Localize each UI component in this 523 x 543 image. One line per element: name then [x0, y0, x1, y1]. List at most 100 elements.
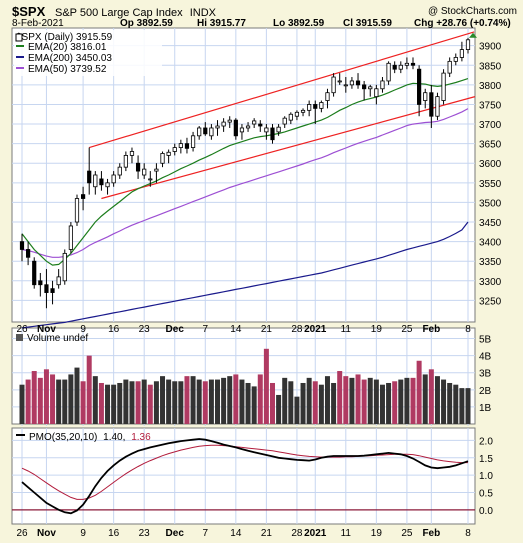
x-tick-label: Dec	[166, 324, 185, 335]
volume-bar	[361, 379, 367, 424]
candle-body	[264, 127, 269, 133]
pmo-legend-swatch	[16, 434, 25, 436]
ema20-line	[21, 78, 469, 266]
pmo-tick-label: 0.5	[479, 488, 493, 499]
price-tick-label: 3350	[479, 257, 502, 268]
pmo-tick-label: 1.5	[479, 454, 493, 465]
candle-body	[362, 84, 367, 90]
price-tick-label: 3250	[479, 296, 502, 307]
x-tick-label: 28	[291, 324, 303, 335]
candle-body	[313, 104, 318, 109]
volume-bar	[202, 381, 208, 424]
volume-bar	[251, 386, 257, 424]
candle-body	[447, 60, 452, 74]
x-axis-labels: 26 Nov 9 16 23 Dec 7 14 21 28 2021 11 19 25 Feb 826 Nov 9…	[16, 324, 471, 539]
volume-bar	[117, 382, 123, 424]
candle-body	[87, 170, 92, 184]
candles	[19, 32, 477, 309]
volume-bar	[459, 388, 465, 424]
candle-body	[190, 135, 196, 148]
candle-body	[276, 126, 281, 133]
volume-bar	[306, 377, 312, 424]
candle-body	[386, 62, 391, 82]
volume-bar	[135, 381, 141, 424]
volume-bar	[50, 374, 56, 424]
x-tick-label: 19	[371, 528, 383, 539]
volume-bar	[105, 384, 111, 424]
volume-bar	[276, 394, 282, 424]
x-tick-label: 7	[203, 324, 209, 335]
index-name-text: S&P 500 Large Cap Index	[55, 7, 183, 19]
candle-body	[319, 102, 324, 109]
candle-body	[337, 80, 342, 83]
price-tick-label: 3500	[479, 198, 502, 209]
ema50-legend-swatch	[16, 67, 24, 69]
volume-tick-label: 1B	[479, 403, 492, 414]
volume-bar	[269, 382, 275, 424]
ema200-line	[21, 221, 469, 329]
candle-body	[93, 174, 98, 188]
candle-body	[62, 252, 67, 282]
candle-body	[50, 288, 55, 293]
candle-body	[233, 119, 238, 137]
candle-body	[68, 225, 73, 250]
candle-body	[44, 284, 49, 293]
index-name: S&P 500 Large Cap Index INDX	[55, 7, 217, 19]
candle-body	[331, 76, 336, 94]
volume-bar	[86, 355, 92, 424]
candle-body	[135, 162, 141, 172]
candle-body	[258, 123, 263, 127]
volume-bar	[355, 374, 361, 424]
volume-bar	[386, 382, 392, 424]
price-tick-label: 3700	[479, 120, 502, 131]
price-title-text: $SPX (Daily) 3915.59	[16, 32, 113, 43]
volume-title: Volume undef	[27, 333, 88, 344]
volume-bar	[123, 379, 129, 424]
volume-bar	[160, 376, 166, 424]
price-tick-label: 3600	[479, 159, 502, 170]
volume-bar	[80, 381, 86, 424]
candle-body	[142, 168, 147, 176]
volume-bar	[318, 384, 324, 424]
candle-body	[111, 174, 116, 184]
volume-bar	[98, 382, 104, 424]
price-tick-label: 3400	[479, 238, 502, 249]
price-tick-label: 3900	[479, 42, 502, 53]
candle-body	[300, 109, 306, 113]
watermark: @ StockCharts.com	[428, 6, 517, 17]
volume-bar	[25, 379, 31, 424]
candle-body	[239, 127, 245, 133]
volume-bar	[379, 384, 385, 424]
x-tick-label: 9	[80, 528, 86, 539]
volume-bar	[43, 369, 49, 424]
volume-bar	[178, 381, 184, 424]
volume-bar	[416, 360, 422, 424]
ema200-legend: EMA(200) 3450.03	[28, 53, 112, 64]
ema20-legend-swatch	[16, 45, 24, 47]
volume-bar	[215, 379, 221, 424]
candle-body	[343, 84, 348, 87]
candle-body	[172, 147, 177, 152]
ema-lines	[21, 78, 469, 329]
x-tick-label: 23	[139, 528, 151, 539]
ema50-legend: EMA(50) 3739.52	[28, 64, 107, 75]
candle-body	[252, 120, 257, 125]
pmo-title: PMO(35,20,10) 1.40, 1.36	[29, 432, 151, 443]
x-tick-label: Dec	[166, 528, 185, 539]
candle-body	[99, 178, 104, 186]
volume-bar	[68, 374, 74, 424]
candle-body	[215, 125, 220, 129]
candle-body	[197, 127, 202, 137]
volume-bar	[404, 377, 410, 424]
candle-body	[417, 68, 422, 105]
ema50-line	[21, 108, 469, 258]
candle-body	[123, 155, 128, 168]
pmo-line	[21, 438, 469, 515]
x-tick-label: 2021	[304, 528, 327, 539]
symbol-label: $SPX	[12, 4, 46, 19]
volume-bar	[257, 374, 263, 424]
candle-body	[32, 260, 37, 286]
open-label: Op 3892.59	[120, 18, 173, 29]
candle-body	[282, 117, 287, 125]
price-title: $SPX (Daily) 3915.59	[16, 32, 113, 43]
